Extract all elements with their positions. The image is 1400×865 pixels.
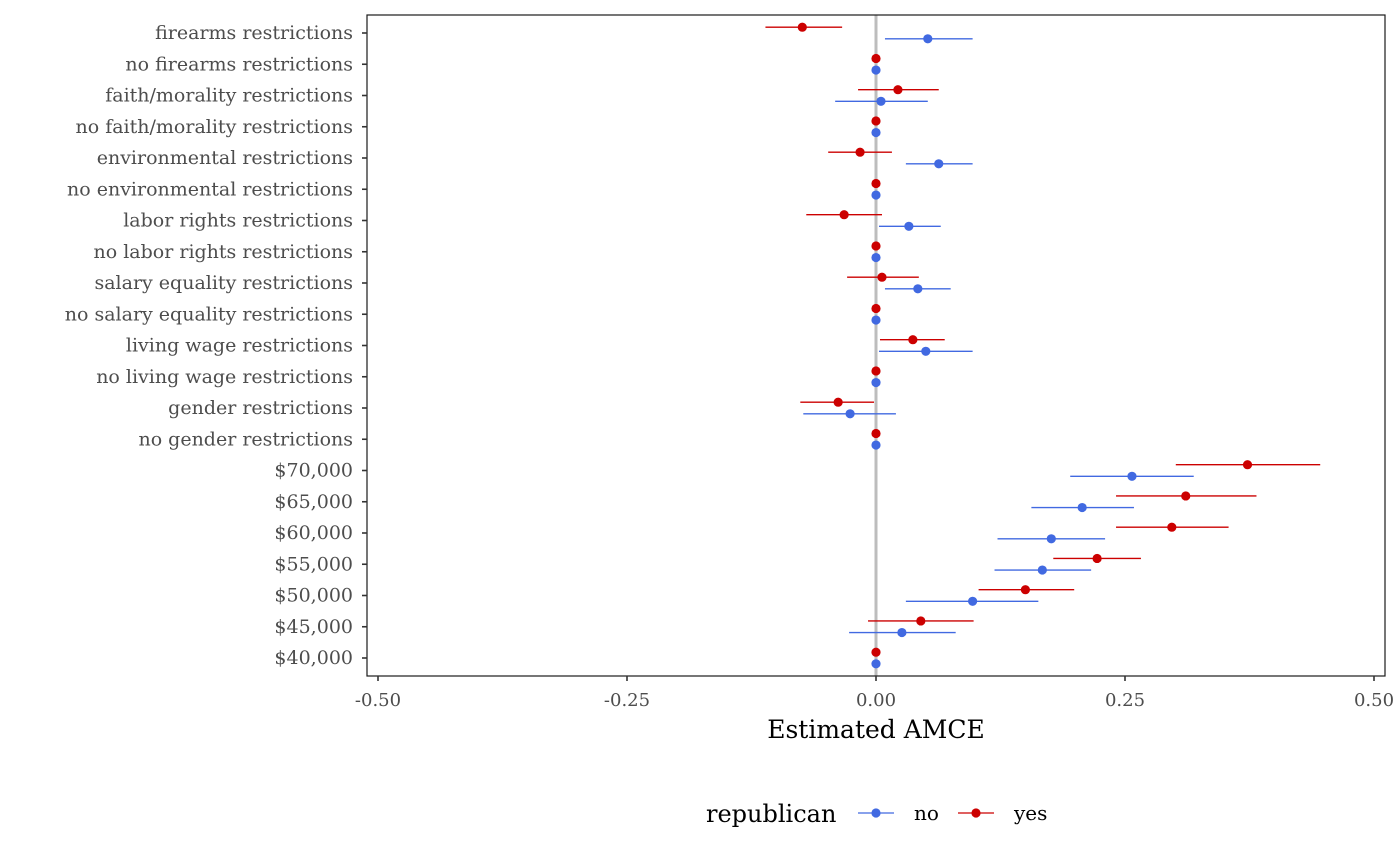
x-tick-label-4: 0.50 xyxy=(1354,690,1394,711)
legend-key-yes xyxy=(971,808,981,818)
point-no-55-000 xyxy=(1037,565,1047,575)
point-no-no-environmental-restrictions xyxy=(871,190,881,200)
point-yes-no-labor-rights-restrictions xyxy=(871,241,881,251)
point-yes-no-gender-restrictions xyxy=(871,428,881,439)
x-tick-label-3: 0.25 xyxy=(1105,690,1145,711)
point-no-no-salary-equality-restrictions xyxy=(871,315,881,325)
point-yes-no-environmental-restrictions xyxy=(871,178,881,189)
legend: republican no yes xyxy=(706,800,1047,828)
y-tick-label-no-gender-restrictions: no gender restrictions xyxy=(138,428,353,450)
y-tick-label-no-living-wage-restrictions: no living wage restrictions xyxy=(96,366,353,388)
point-yes-40-000 xyxy=(871,647,881,657)
y-tick-label-no-firearms-restrictions: no firearms restrictions xyxy=(125,53,353,75)
point-no-firearms-restrictions xyxy=(923,34,933,44)
legend-title: republican xyxy=(706,800,836,828)
point-no-45-000 xyxy=(897,627,907,638)
point-no-labor-rights-restrictions xyxy=(904,221,914,231)
y-tick-label-40-000: $40,000 xyxy=(274,647,353,669)
point-yes-65-000 xyxy=(1181,491,1191,501)
point-no-environmental-restrictions xyxy=(934,159,944,169)
y-tick-label-faith-morality-restrictions: faith/morality restrictions xyxy=(105,85,353,107)
y-tick-label-labor-rights-restrictions: labor rights restrictions xyxy=(123,210,353,232)
y-tick-label-no-salary-equality-restrictions: no salary equality restrictions xyxy=(65,303,353,325)
y-tick-label-55-000: $55,000 xyxy=(274,553,353,575)
point-yes-55-000 xyxy=(1092,553,1102,564)
y-tick-label-environmental-restrictions: environmental restrictions xyxy=(97,147,353,169)
point-no-no-gender-restrictions xyxy=(871,440,881,450)
x-axis-title: Estimated AMCE xyxy=(767,715,985,744)
x-tick-label-0: -0.50 xyxy=(355,690,401,711)
point-yes-no-salary-equality-restrictions xyxy=(871,303,881,314)
point-no-gender-restrictions xyxy=(845,409,855,419)
point-yes-gender-restrictions xyxy=(833,397,843,407)
point-yes-firearms-restrictions xyxy=(797,22,807,32)
point-yes-60-000 xyxy=(1167,522,1177,532)
point-no-60-000 xyxy=(1046,534,1056,544)
point-no-no-labor-rights-restrictions xyxy=(871,252,881,263)
y-tick-label-no-environmental-restrictions: no environmental restrictions xyxy=(67,178,353,200)
point-no-40-000 xyxy=(871,659,881,669)
y-tick-label-50-000: $50,000 xyxy=(274,585,353,607)
x-tick-label-2: 0.00 xyxy=(856,690,896,711)
legend-label-no: no xyxy=(914,801,939,825)
point-no-living-wage-restrictions xyxy=(921,346,931,356)
point-no-70-000 xyxy=(1127,471,1137,481)
point-yes-salary-equality-restrictions xyxy=(877,272,887,282)
legend-key-no xyxy=(871,808,881,818)
y-tick-label-no-labor-rights-restrictions: no labor rights restrictions xyxy=(94,241,353,263)
point-yes-45-000 xyxy=(916,616,926,626)
point-yes-faith-morality-restrictions xyxy=(893,85,903,95)
y-tick-label-firearms-restrictions: firearms restrictions xyxy=(155,22,353,44)
point-yes-living-wage-restrictions xyxy=(908,335,918,345)
point-no-65-000 xyxy=(1077,502,1087,513)
point-no-50-000 xyxy=(968,596,978,606)
point-yes-environmental-restrictions xyxy=(855,147,865,157)
y-tick-label-65-000: $65,000 xyxy=(274,491,353,513)
point-no-no-living-wage-restrictions xyxy=(871,377,881,388)
y-tick-label-60-000: $60,000 xyxy=(274,522,353,544)
point-no-faith-morality-restrictions xyxy=(876,96,886,106)
y-tick-label-45-000: $45,000 xyxy=(274,616,353,638)
point-no-salary-equality-restrictions xyxy=(913,284,923,294)
y-tick-label-salary-equality-restrictions: salary equality restrictions xyxy=(94,272,353,294)
y-tick-label-no-faith-morality-restrictions: no faith/morality restrictions xyxy=(75,116,353,138)
y-tick-label-70-000: $70,000 xyxy=(274,460,353,482)
y-tick-label-living-wage-restrictions: living wage restrictions xyxy=(126,335,353,357)
y-tick-label-gender-restrictions: gender restrictions xyxy=(168,397,353,419)
point-yes-no-living-wage-restrictions xyxy=(871,366,881,376)
point-yes-no-faith-morality-restrictions xyxy=(871,116,881,126)
point-yes-labor-rights-restrictions xyxy=(839,210,849,220)
legend-label-yes: yes xyxy=(1013,801,1047,825)
point-yes-no-firearms-restrictions xyxy=(871,53,881,64)
point-no-no-faith-morality-restrictions xyxy=(871,127,881,138)
x-tick-label-1: -0.25 xyxy=(604,690,650,711)
point-no-no-firearms-restrictions xyxy=(871,65,881,75)
point-yes-70-000 xyxy=(1242,460,1253,470)
point-yes-50-000 xyxy=(1020,585,1030,595)
